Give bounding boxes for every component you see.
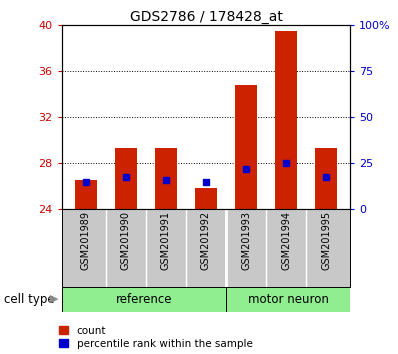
Bar — [195, 188, 217, 209]
Text: GSM201994: GSM201994 — [281, 211, 291, 270]
Text: GSM201990: GSM201990 — [121, 211, 131, 270]
Legend: count, percentile rank within the sample: count, percentile rank within the sample — [59, 326, 252, 349]
Text: GSM201989: GSM201989 — [81, 211, 91, 270]
Bar — [235, 85, 257, 209]
Bar — [315, 148, 337, 209]
Text: GSM201995: GSM201995 — [321, 211, 331, 270]
Text: ▶: ▶ — [49, 294, 58, 304]
Text: GSM201993: GSM201993 — [241, 211, 251, 270]
Text: GSM201991: GSM201991 — [161, 211, 171, 270]
Bar — [155, 148, 177, 209]
Bar — [75, 180, 97, 209]
Text: reference: reference — [115, 293, 172, 306]
Bar — [226, 287, 350, 312]
Title: GDS2786 / 178428_at: GDS2786 / 178428_at — [129, 10, 283, 24]
Bar — [115, 148, 137, 209]
Text: cell type: cell type — [4, 293, 55, 306]
Bar — [275, 30, 297, 209]
Text: GSM201992: GSM201992 — [201, 211, 211, 270]
Text: motor neuron: motor neuron — [248, 293, 329, 306]
Bar — [62, 287, 226, 312]
